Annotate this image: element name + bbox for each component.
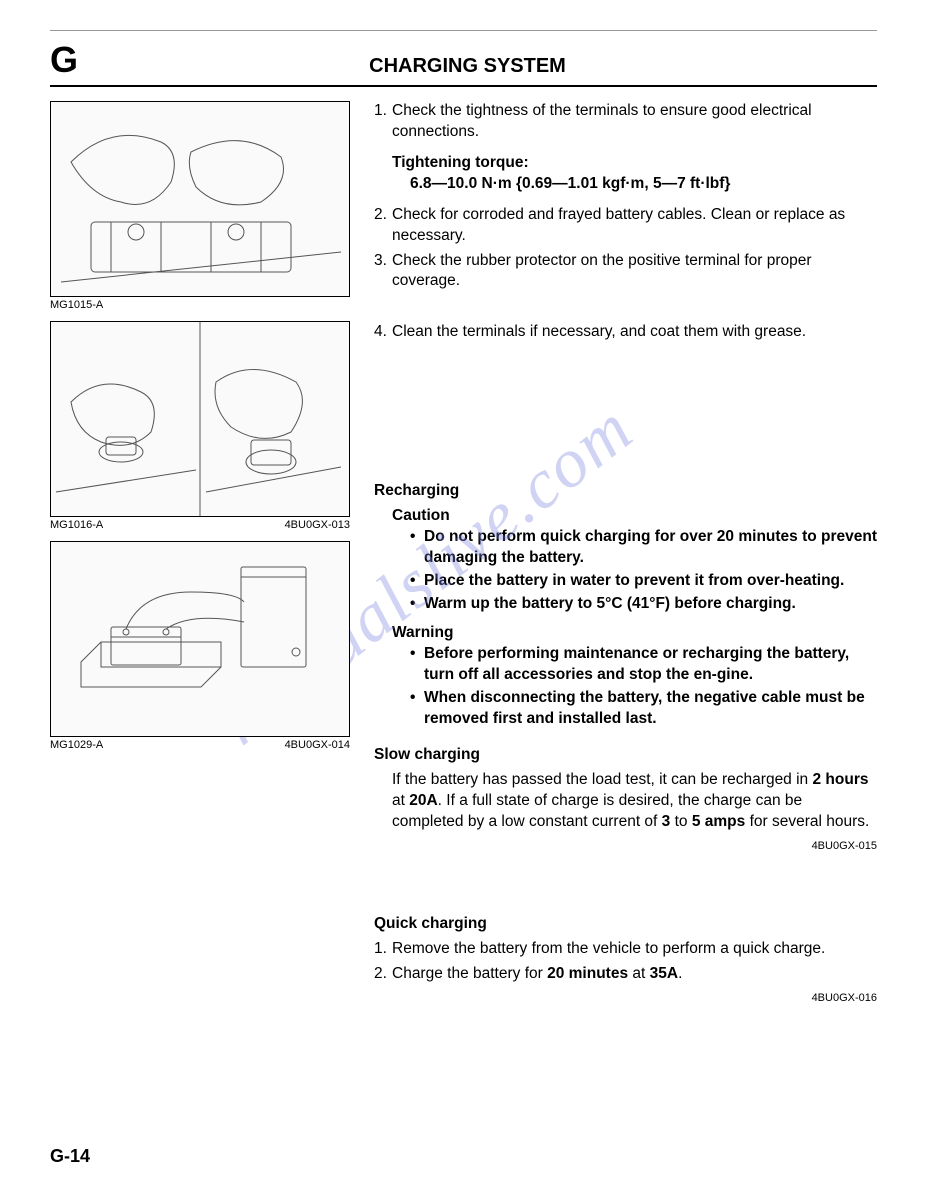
text-column: 1.Check the tightness of the terminals t… xyxy=(374,101,877,1006)
torque-value: 6.8—10.0 N·m {0.69—1.01 kgf·m, 5—7 ft·lb… xyxy=(410,174,877,195)
slow-code: 4BU0GX-015 xyxy=(374,839,877,854)
quick-heading: Quick charging xyxy=(374,914,877,935)
step-item: 4.Clean the terminals if necessary, and … xyxy=(374,322,877,343)
figure-3-caption: MG1029-A 4BU0GX-014 xyxy=(50,739,350,751)
bullet-dot: • xyxy=(410,571,424,592)
bullet-item: •Before performing maintenance or rechar… xyxy=(410,644,877,686)
bullet-text: Before performing maintenance or recharg… xyxy=(424,644,877,686)
torque-label: Tightening torque: xyxy=(392,153,877,174)
torque-block: Tightening torque: 6.8—10.0 N·m {0.69—1.… xyxy=(392,153,877,195)
figure-3 xyxy=(50,541,350,737)
bullet-text: When disconnecting the battery, the nega… xyxy=(424,688,877,730)
recharging-body: Caution •Do not perform quick charging f… xyxy=(392,506,877,729)
text-run: 20A xyxy=(409,792,437,809)
step-text: Check the tightness of the terminals to … xyxy=(392,101,877,143)
figure-2-caption-right: 4BU0GX-013 xyxy=(285,519,350,531)
slow-body: If the battery has passed the load test,… xyxy=(392,770,877,833)
page-header: G CHARGING SYSTEM xyxy=(50,39,877,87)
step-item: 3.Check the rubber protector on the posi… xyxy=(374,251,877,293)
figure-1-caption-left: MG1015-A xyxy=(50,299,103,311)
text-run: 20 minutes xyxy=(547,965,628,982)
text-run: 35A xyxy=(650,965,678,982)
caution-label: Caution xyxy=(392,506,877,527)
section-letter: G xyxy=(50,39,78,81)
step-number: 4. xyxy=(374,322,392,343)
bullet-dot: • xyxy=(410,644,424,686)
figure-3-caption-right: 4BU0GX-014 xyxy=(285,739,350,751)
quick-step: 1.Remove the battery from the vehicle to… xyxy=(374,939,877,960)
text-run: Remove the battery from the vehicle to p… xyxy=(392,940,825,957)
step-text: Charge the battery for 20 minutes at 35A… xyxy=(392,964,877,985)
quick-step: 2.Charge the battery for 20 minutes at 3… xyxy=(374,964,877,985)
bullet-text: Do not perform quick charging for over 2… xyxy=(424,527,877,569)
illustration-3 xyxy=(51,542,349,736)
section-title: CHARGING SYSTEM xyxy=(98,55,837,78)
step-text: Check for corroded and frayed battery ca… xyxy=(392,205,877,247)
illustration-1 xyxy=(51,102,349,296)
text-run: at xyxy=(628,965,650,982)
bullet-dot: • xyxy=(410,688,424,730)
text-run: 2 hours xyxy=(812,771,868,788)
text-run: to xyxy=(670,813,692,830)
figure-2-caption-left: MG1016-A xyxy=(50,519,103,531)
bullet-dot: • xyxy=(410,527,424,569)
bullet-text: Place the battery in water to prevent it… xyxy=(424,571,844,592)
figure-2 xyxy=(50,321,350,517)
bullet-item: •When disconnecting the battery, the neg… xyxy=(410,688,877,730)
content-row: MG1015-A xyxy=(50,101,877,1006)
step-text: Remove the battery from the vehicle to p… xyxy=(392,939,877,960)
bullet-text: Warm up the battery to 5°C (41°F) before… xyxy=(424,594,796,615)
text-run: at xyxy=(392,792,409,809)
quick-list: 1.Remove the battery from the vehicle to… xyxy=(374,939,877,985)
steps-list-2: 2.Check for corroded and frayed battery … xyxy=(374,205,877,293)
page-container: G CHARGING SYSTEM manualslive.com xyxy=(0,0,927,1197)
step-number: 1. xyxy=(374,101,392,143)
illustration-2 xyxy=(51,322,349,516)
text-run: for several hours. xyxy=(745,813,869,830)
steps-list-3: 4.Clean the terminals if necessary, and … xyxy=(374,322,877,343)
text-run: If the battery has passed the load test,… xyxy=(392,771,812,788)
top-rule xyxy=(50,30,877,31)
steps-list-1: 1.Check the tightness of the terminals t… xyxy=(374,101,877,143)
step-number: 2. xyxy=(374,205,392,247)
bullet-item: •Do not perform quick charging for over … xyxy=(410,527,877,569)
figure-3-caption-left: MG1029-A xyxy=(50,739,103,751)
figure-1-caption: MG1015-A xyxy=(50,299,350,311)
text-run: 3 xyxy=(662,813,671,830)
text-run: . xyxy=(678,965,682,982)
bullet-dot: • xyxy=(410,594,424,615)
warning-label: Warning xyxy=(392,623,877,644)
step-number: 1. xyxy=(374,939,392,960)
step-number: 3. xyxy=(374,251,392,293)
warning-list: •Before performing maintenance or rechar… xyxy=(410,644,877,730)
figure-1 xyxy=(50,101,350,297)
quick-code: 4BU0GX-016 xyxy=(374,991,877,1006)
step-number: 2. xyxy=(374,964,392,985)
text-run: 5 amps xyxy=(692,813,745,830)
step-text: Check the rubber protector on the positi… xyxy=(392,251,877,293)
bullet-item: •Place the battery in water to prevent i… xyxy=(410,571,877,592)
page-number: G-14 xyxy=(50,1146,90,1167)
recharging-heading: Recharging xyxy=(374,481,877,502)
figure-2-caption: MG1016-A 4BU0GX-013 xyxy=(50,519,350,531)
bullet-item: •Warm up the battery to 5°C (41°F) befor… xyxy=(410,594,877,615)
step-text: Clean the terminals if necessary, and co… xyxy=(392,322,877,343)
figures-column: MG1015-A xyxy=(50,101,350,1006)
step-item: 1.Check the tightness of the terminals t… xyxy=(374,101,877,143)
caution-list: •Do not perform quick charging for over … xyxy=(410,527,877,615)
text-run: Charge the battery for xyxy=(392,965,547,982)
step-item: 2.Check for corroded and frayed battery … xyxy=(374,205,877,247)
slow-heading: Slow charging xyxy=(374,745,877,766)
